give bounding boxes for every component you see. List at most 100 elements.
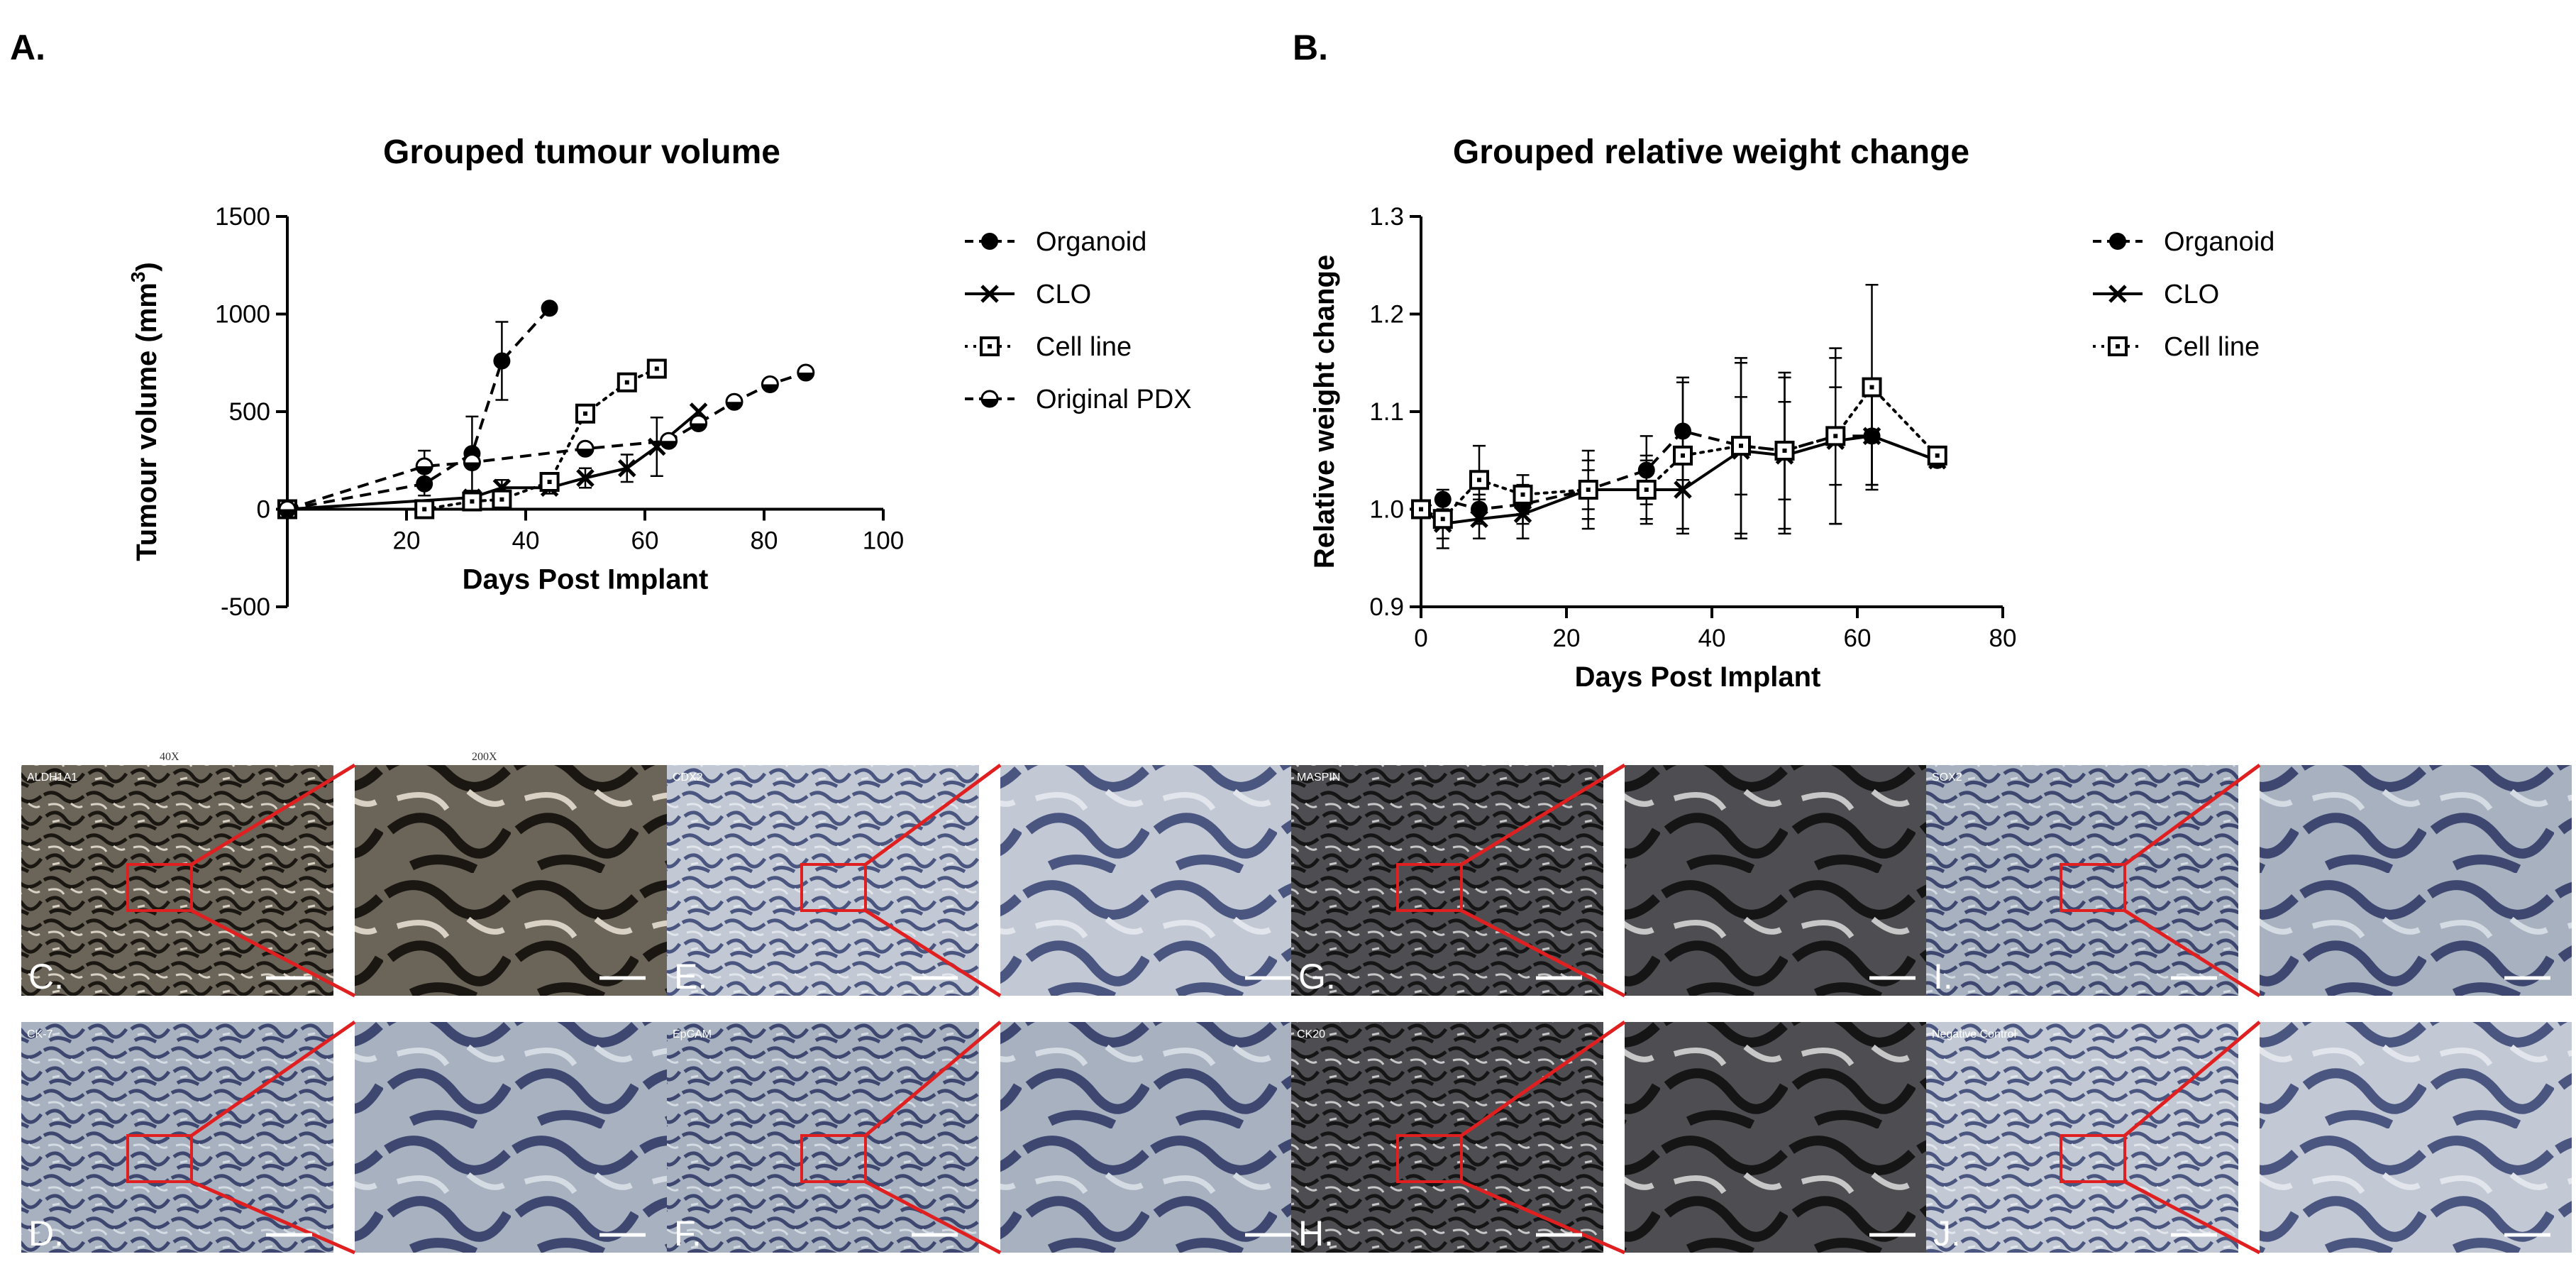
- panel-label-a: A.: [10, 28, 45, 67]
- micrograph-200x: [2260, 765, 2572, 996]
- zoom-box: [800, 1134, 867, 1183]
- data-point-2-1: [1432, 509, 1453, 529]
- data-point-legend-2-0: [2108, 336, 2128, 356]
- micrograph-40x: [1926, 765, 2238, 996]
- zoom-connector-bottom: [1460, 908, 1626, 998]
- panel-letter: H.: [1298, 1214, 1334, 1253]
- micrograph-panel-d: CK-7 D.: [21, 1020, 667, 1255]
- magnification-200x-label: 200X: [472, 751, 497, 763]
- micrograph-panel-e: CDX2 E.: [667, 763, 1312, 998]
- micrograph-40x: [21, 1022, 333, 1253]
- legend-label: Cell line: [2164, 332, 2260, 362]
- legend-label: CLO: [2164, 280, 2219, 309]
- zoom-connector-top: [2123, 763, 2261, 867]
- micrograph-200x: [1625, 1022, 1937, 1253]
- series-line: [1420, 429, 1938, 511]
- stain-label: MASPIN: [1297, 771, 1340, 784]
- micrograph-panel-f: EpCAM F.: [667, 1021, 1312, 1255]
- micrograph-grid: 40X 200X ALDH1A1 C. CK-7 D. CDX2 E. EpCAM F. MAS…: [0, 745, 2576, 1264]
- micrograph-200x: [355, 1022, 667, 1253]
- panel-letter: E.: [674, 957, 707, 996]
- legend-entry-cell-line: Cell line: [2093, 332, 2260, 362]
- zoom-connector-top: [190, 1020, 356, 1138]
- zoom-box: [800, 863, 867, 912]
- data-point-3-3: [576, 439, 595, 458]
- data-point-0-4: [541, 299, 558, 317]
- y-tick-label: 0.9: [1369, 593, 1404, 621]
- micrograph-panel-j: Negative Control J.: [1926, 1021, 2572, 1255]
- data-point-2-4: [539, 472, 560, 492]
- zoom-box: [126, 863, 193, 912]
- data-point-2-7: [646, 358, 667, 379]
- data-point-2-8: [1774, 441, 1795, 461]
- data-point-2-6: [1673, 445, 1693, 466]
- y-tick-label: 1000: [215, 301, 270, 329]
- legend-label: Original PDX: [1036, 385, 1192, 414]
- legend-entry-organoid: Organoid: [2093, 227, 2274, 257]
- data-point-3-6: [725, 392, 743, 411]
- y-axis-label-superscript: 3: [127, 272, 149, 283]
- micrograph-panel-g: MASPIN G.: [1291, 763, 1937, 998]
- y-tick-label: 1500: [215, 203, 270, 231]
- data-point-0-3: [493, 352, 511, 370]
- legend-label: CLO: [1036, 280, 1091, 309]
- zoom-box: [1396, 863, 1463, 912]
- data-point-3-2: [463, 454, 481, 471]
- panel-letter: C.: [28, 957, 64, 996]
- data-point-1-5: [618, 458, 636, 478]
- x-tick-label: 40: [1698, 625, 1726, 652]
- y-tick-label: 500: [229, 398, 270, 426]
- micrograph-200x: [2260, 1022, 2572, 1253]
- data-point-3-4: [660, 432, 678, 450]
- data-point-2-11: [1927, 445, 1947, 466]
- data-point-3-5: [690, 414, 708, 432]
- zoom-box: [126, 1134, 193, 1183]
- panel-letter: I.: [1933, 957, 1953, 996]
- data-point-2-10: [1862, 377, 1882, 397]
- stain-label: SOX2: [1932, 771, 1962, 784]
- x-axis-label: Days Post Implant: [463, 564, 709, 595]
- zoom-connector-bottom: [2123, 908, 2261, 998]
- panel-letter: F.: [674, 1214, 702, 1253]
- series-line: [287, 307, 551, 511]
- x-tick-label: 40: [512, 527, 540, 555]
- data-point-2-3: [1513, 484, 1533, 505]
- x-tick-label: 100: [863, 527, 904, 555]
- panel-letter: D.: [28, 1214, 64, 1253]
- legend-entry-organoid: Organoid: [965, 227, 1146, 257]
- data-point-legend-0-0: [2109, 233, 2126, 250]
- stain-label: Negative Control: [1932, 1028, 2016, 1040]
- magnification-40x-label: 40X: [160, 751, 179, 763]
- zoom-connector-top: [864, 1021, 1002, 1137]
- data-point-2-5: [1636, 480, 1657, 500]
- zoom-box: [2060, 863, 2126, 912]
- y-tick-label: 0: [257, 496, 270, 524]
- micrograph-200x: [355, 765, 667, 996]
- y-tick-label: 1.3: [1369, 203, 1404, 231]
- micrograph-panel-h: CK20 H.: [1291, 1020, 1937, 1255]
- data-point-legend-2-0: [980, 336, 1000, 356]
- series-original-pdx: [278, 363, 815, 518]
- micrograph-200x: [1000, 765, 1312, 996]
- legend-entry-cell-line: Cell line: [965, 332, 1132, 362]
- x-tick-label: 20: [393, 527, 421, 555]
- zoom-connector-bottom: [190, 908, 356, 998]
- y-axis-label: Tumour volume (mm3): [127, 262, 162, 561]
- y-axis-label: Relative weight change: [1309, 255, 1340, 568]
- zoom-connector-bottom: [191, 1180, 355, 1255]
- y-tick-label: 1.2: [1369, 301, 1404, 329]
- series-organoid: [279, 299, 558, 518]
- stain-label: EpCAM: [673, 1028, 712, 1040]
- data-point-2-4: [1578, 480, 1598, 500]
- legend-label: Cell line: [1036, 332, 1132, 362]
- micrograph-40x: [667, 765, 979, 996]
- zoom-connector-top: [1460, 763, 1626, 867]
- data-point-0-1: [416, 475, 433, 493]
- panel-letter: J.: [1933, 1214, 1961, 1253]
- micrograph-panel-i: SOX2 I.: [1926, 763, 2572, 998]
- zoom-connector-bottom: [864, 908, 1002, 998]
- chart-title: Grouped relative weight change: [1453, 133, 1969, 171]
- x-tick-label: 80: [1989, 625, 2017, 652]
- data-point-3-0: [278, 500, 297, 518]
- zoom-connector-top: [1460, 1020, 1626, 1138]
